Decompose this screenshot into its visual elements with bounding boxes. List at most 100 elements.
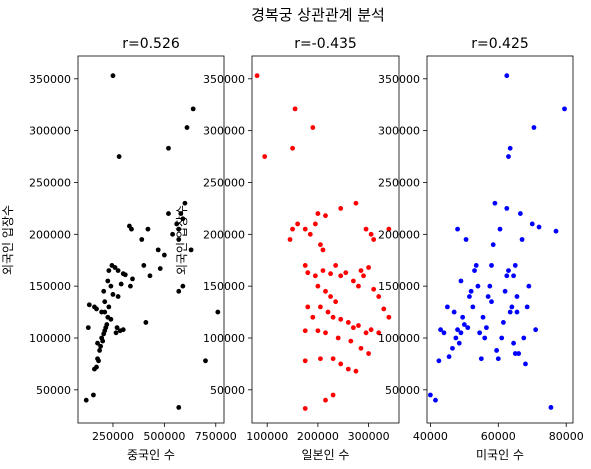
scatter-point [436, 358, 442, 364]
scatter-point [363, 330, 369, 336]
scatter-point [511, 340, 516, 346]
scatter-point [290, 226, 295, 232]
scatter-point [480, 314, 486, 320]
scatter-point [105, 278, 111, 284]
scatter-point [318, 242, 323, 248]
scatter-point [287, 237, 293, 242]
scatter-point [495, 356, 501, 362]
scatter-point [328, 271, 333, 277]
scatter-point [358, 345, 364, 351]
x-tick-label: 300000 [348, 430, 390, 443]
scatter-point [113, 330, 119, 336]
scatter-point [494, 348, 500, 353]
y-tick-label: 250000 [29, 176, 71, 189]
scatter-point [460, 314, 466, 320]
scatter-point [536, 224, 542, 230]
scatter-point [127, 223, 132, 229]
scatter-point [477, 330, 483, 336]
scatter-point [526, 283, 532, 289]
x-tick-label: 750000 [195, 430, 237, 443]
scatter-point [323, 288, 328, 294]
scatter-point [446, 354, 452, 360]
scatter-point [328, 294, 333, 299]
y-tick-label: 350000 [203, 73, 245, 86]
scatter-point [562, 106, 567, 112]
figure-suptitle: 경복궁 상관관계 분석 [251, 6, 385, 24]
scatter-point [356, 283, 361, 289]
scatter-point [470, 304, 476, 310]
scatter-point [504, 205, 510, 211]
scatter-point [323, 330, 328, 336]
scatter-point [108, 283, 114, 289]
scatter-point [509, 304, 515, 310]
scatter-point [467, 294, 472, 299]
scatter-point [302, 226, 308, 232]
x-axis-label: 중국인 수 [127, 448, 175, 462]
axes-frame [77, 55, 225, 424]
scatter-point [112, 265, 118, 270]
scatter-point [472, 268, 477, 274]
scatter-point [386, 314, 392, 320]
scatter-point [338, 205, 344, 211]
scatter-point [176, 288, 182, 294]
scatter-point [376, 330, 382, 336]
scatter-point [85, 325, 91, 331]
scatter-point [441, 330, 447, 336]
y-tick-label: 150000 [29, 280, 71, 293]
x-axis-label: 미국인 수 [476, 448, 524, 462]
scatter-point [161, 252, 167, 258]
y-tick-label: 50000 [385, 384, 420, 397]
scatter-point [358, 268, 364, 274]
y-tick-label: 200000 [29, 228, 71, 241]
y-tick-label: 100000 [203, 332, 245, 345]
scatter-point [487, 283, 493, 289]
scatter-point [506, 268, 511, 274]
x-tick-label: 500000 [143, 430, 185, 443]
scatter-point [86, 302, 92, 308]
scatter-point [101, 288, 107, 294]
scatter-point [507, 309, 513, 315]
scatter-point [468, 288, 474, 294]
y-tick-label: 300000 [203, 125, 245, 138]
scatter-point [451, 309, 457, 315]
x-tick-label: 250000 [92, 430, 134, 443]
scatter-point [453, 335, 459, 341]
scatter-point [114, 325, 120, 331]
scatter-point [143, 320, 149, 325]
scatter-point [92, 366, 97, 372]
scatter-panel-japanese: r=-0.435 100000 200000 300000 50000 100000 150… [175, 36, 400, 462]
scatter-point [312, 273, 318, 279]
scatter-point [371, 286, 377, 292]
scatter-point [512, 351, 518, 356]
scatter-point [371, 237, 377, 242]
scatter-point [94, 306, 99, 312]
scatter-point [254, 73, 260, 79]
scatter-point [310, 125, 316, 130]
x-tick-label: 100000 [246, 430, 288, 443]
scatter-point [427, 392, 433, 398]
scatter-panel-american: r=0.425 40000 60000 80000 50000 100000 150000 2… [378, 36, 584, 462]
scatter-point [96, 358, 101, 364]
y-axis-label: 외국인 입장수 [175, 205, 189, 275]
scatter-point [302, 263, 308, 268]
scatter-point [110, 73, 116, 79]
scatter-point [463, 237, 469, 242]
scatter-point [502, 288, 508, 294]
scatter-point [366, 265, 371, 270]
scatter-point [295, 221, 301, 227]
scatter-point [363, 226, 369, 232]
scatter-point [350, 278, 356, 284]
scatter-point [497, 226, 503, 232]
y-tick-label: 200000 [203, 228, 245, 241]
scatter-point [338, 273, 344, 279]
axes-frame [251, 55, 400, 424]
axes-frame [426, 55, 574, 424]
scatter-point [517, 211, 523, 216]
scatter-point [145, 226, 151, 232]
scatter-point [333, 299, 339, 305]
scatter-point [130, 276, 135, 282]
scatter-point [115, 294, 121, 299]
panel-title: r=0.425 [471, 36, 529, 52]
scatter-point [345, 320, 351, 325]
